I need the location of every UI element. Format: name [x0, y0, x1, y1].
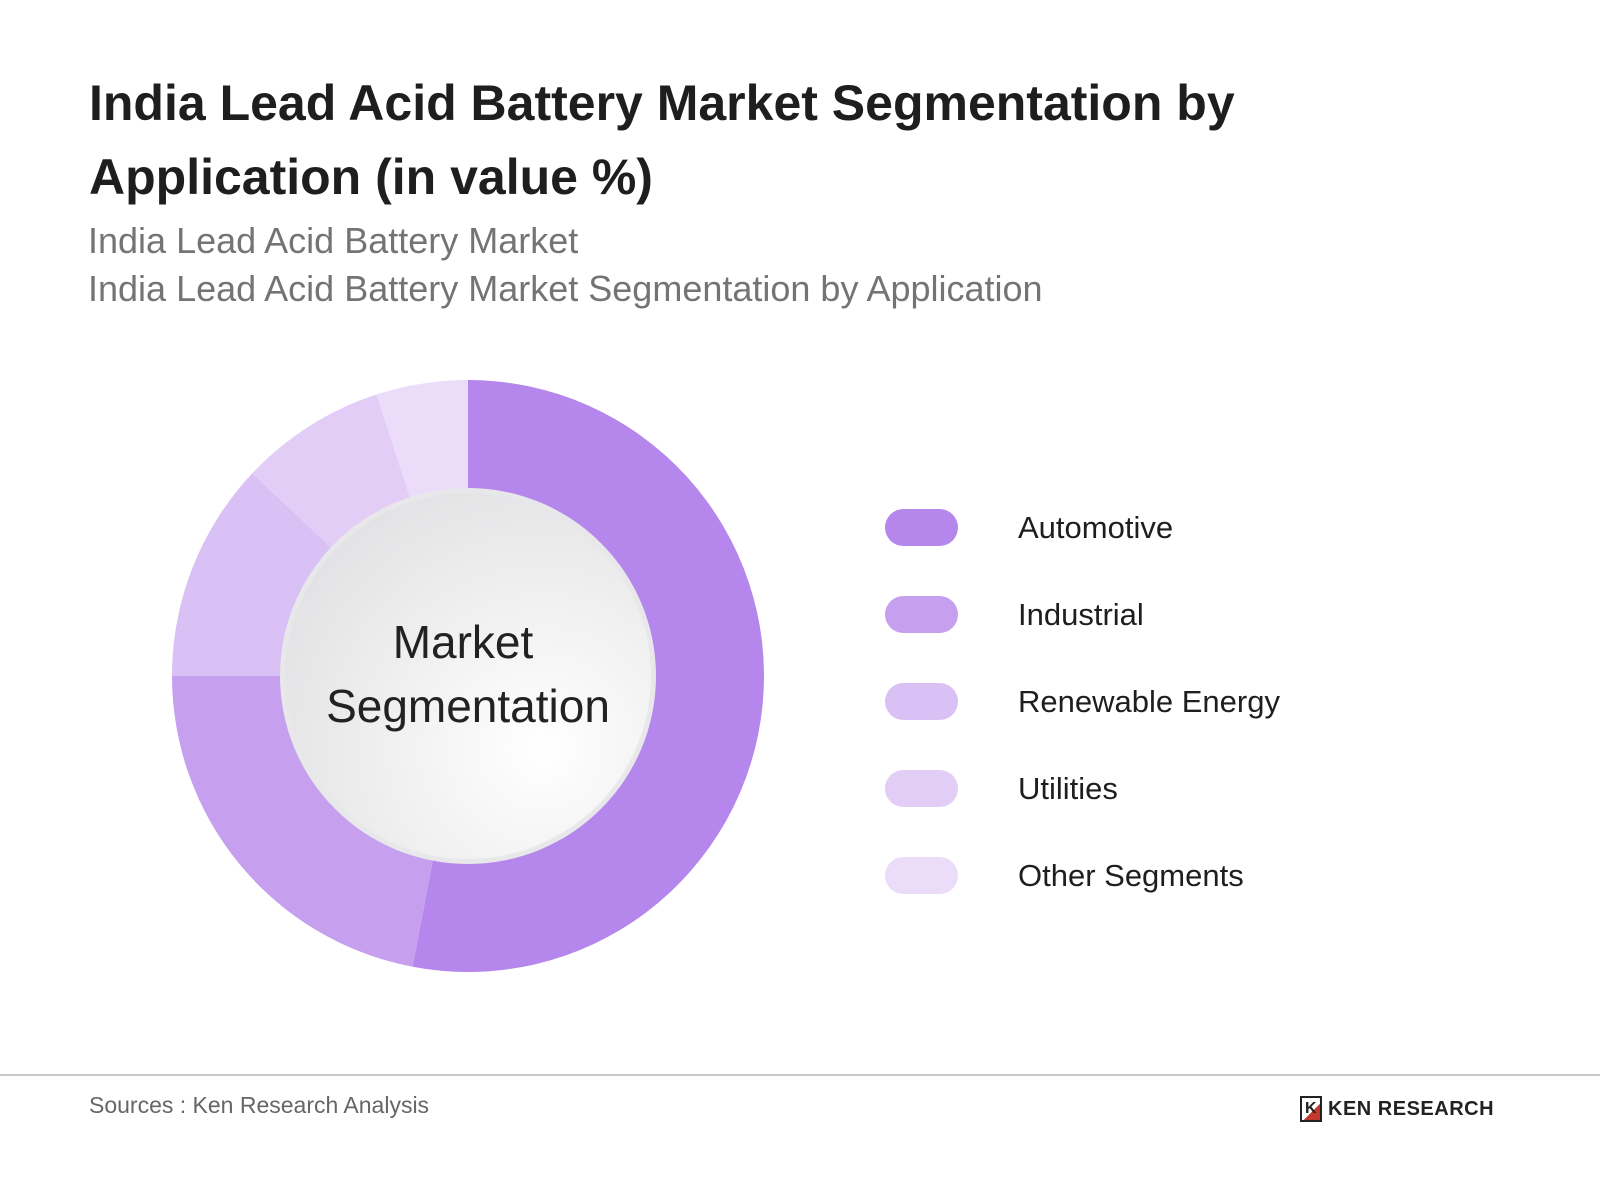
legend-item: Utilities	[885, 745, 1280, 832]
legend-label: Other Segments	[1018, 857, 1244, 893]
slice-industrial	[171, 676, 440, 967]
chart-subtitle-2: India Lead Acid Battery Market Segmentat…	[88, 268, 1043, 309]
legend-swatch	[885, 770, 958, 807]
legend-label: Renewable Energy	[1018, 683, 1280, 719]
legend-swatch	[885, 509, 958, 546]
donut-chart: Market Segmentation	[171, 380, 765, 973]
legend-swatch	[885, 683, 958, 720]
footer-divider	[0, 1074, 1600, 1076]
legend-swatch	[885, 857, 958, 894]
legend-item: Industrial	[885, 571, 1280, 658]
legend-item: Renewable Energy	[885, 658, 1280, 745]
chart-title: India Lead Acid Battery Market Segmentat…	[89, 75, 1235, 205]
legend-item: Automotive	[885, 484, 1280, 571]
logo-text: KEN RESEARCH	[1328, 1097, 1495, 1120]
center-disc	[285, 493, 651, 859]
chart-subtitle: India Lead Acid Battery Market	[88, 220, 579, 261]
ken-research-logo: K KEN RESEARCH	[1300, 1096, 1494, 1122]
legend-label: Automotive	[1018, 509, 1174, 545]
center-label-line2: Segmentation	[326, 680, 610, 732]
legend: Automotive Industrial Renewable Energy Util…	[885, 484, 1280, 919]
logo-k-icon: K	[1300, 1096, 1322, 1122]
legend-label: Industrial	[1018, 596, 1144, 632]
sources-note: Sources : Ken Research Analysis	[89, 1092, 430, 1118]
legend-item: Other Segments	[885, 832, 1280, 919]
legend-swatch	[885, 596, 958, 633]
legend-label: Utilities	[1018, 770, 1118, 806]
center-label-line1: Market	[393, 616, 534, 668]
